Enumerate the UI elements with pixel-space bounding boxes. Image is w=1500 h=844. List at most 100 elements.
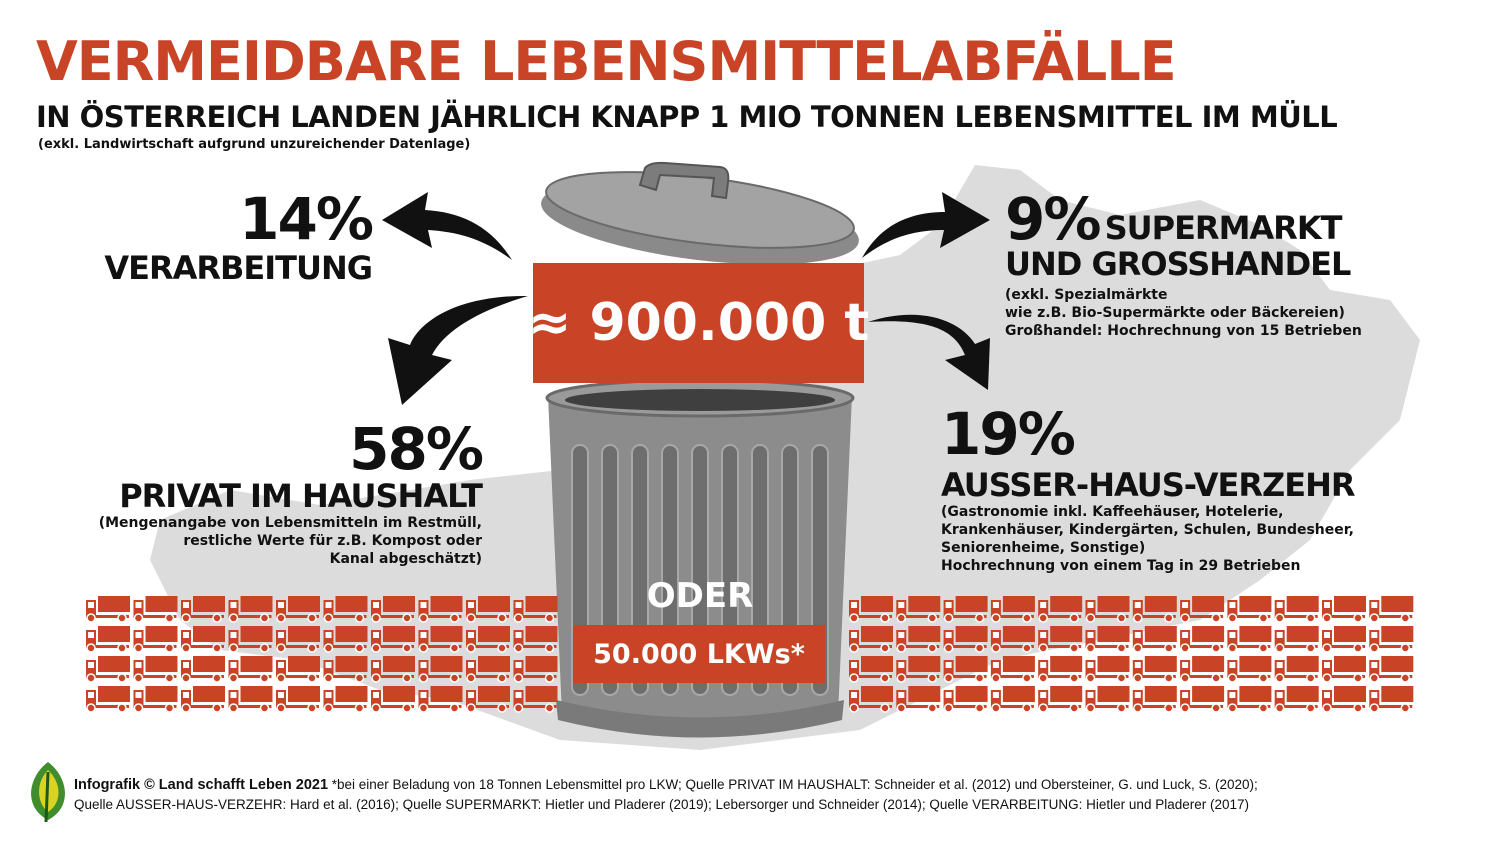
truck-icon <box>1274 656 1319 683</box>
truck-icon <box>990 626 1035 653</box>
truck-icon <box>1038 686 1083 713</box>
truck-icon <box>1085 656 1130 683</box>
truck-icon <box>896 686 941 713</box>
truck-icon <box>1322 686 1366 713</box>
segment-ausser-haus: 19% AUSSER-HAUS-VERZEHR (Gastronomie ink… <box>941 405 1355 575</box>
page-title: VERMEIDBARE LEBENSMITTELABFÄLLE <box>36 30 1177 93</box>
footer-brand: Infografik © Land schafft Leben 2021 <box>74 777 329 793</box>
total-amount: ≈ 900.000 t <box>528 263 869 383</box>
truck-icon <box>323 626 368 653</box>
truck-icon <box>86 686 130 713</box>
note: restliche Werte für z.B. Kompost oder <box>183 533 482 549</box>
truck-icon <box>133 596 178 623</box>
subtitle-note: (exkl. Landwirtschaft aufgrund unzureich… <box>38 137 471 152</box>
truck-icon <box>1180 596 1225 623</box>
truck-icon <box>1227 656 1272 683</box>
truck-icon <box>1038 656 1083 683</box>
truck-icon <box>1274 626 1319 653</box>
truck-icon <box>943 596 988 623</box>
truck-icon <box>943 626 988 653</box>
truck-icon <box>466 686 510 713</box>
truck-icon <box>228 596 273 623</box>
note: Großhandel: Hochrechnung von 15 Betriebe… <box>1005 323 1362 339</box>
truck-icon <box>276 656 320 683</box>
truck-icon <box>513 686 558 713</box>
truck-icon <box>1132 626 1177 653</box>
truck-icon <box>418 596 463 623</box>
truck-icon <box>1227 686 1272 713</box>
truck-icon <box>513 656 558 683</box>
truck-icon <box>276 626 320 653</box>
truck-icon <box>990 656 1035 683</box>
truck-icon <box>181 686 225 713</box>
truck-icon <box>990 596 1035 623</box>
truck-icon <box>1085 626 1130 653</box>
footer-line-2: Quelle AUSSER-HAUS-VERZEHR: Hard et al. … <box>74 797 1250 812</box>
truck-icon <box>1274 596 1319 623</box>
percent: 9% <box>1005 185 1101 253</box>
oder-label: ODER <box>646 576 754 616</box>
truck-grid <box>86 596 1414 713</box>
truck-icon <box>86 656 130 683</box>
truck-icon <box>1038 626 1083 653</box>
truck-icon <box>513 626 558 653</box>
truck-icon <box>943 656 988 683</box>
truck-icon <box>1274 686 1319 713</box>
arrow-verarbeitung <box>382 192 512 260</box>
truck-icon <box>371 626 415 653</box>
truck-icon <box>1227 626 1272 653</box>
truck-icon <box>86 626 130 653</box>
truck-icon <box>228 656 273 683</box>
truck-icon <box>849 626 893 653</box>
truck-icon <box>466 656 510 683</box>
truck-icon <box>849 596 893 623</box>
label: AUSSER-HAUS-VERZEHR <box>941 466 1355 504</box>
segment-verarbeitung: 14% VERARBEITUNG <box>104 185 374 287</box>
arrow-ausser-haus <box>868 314 990 390</box>
footer: Infografik © Land schafft Leben 2021 *be… <box>74 775 1258 814</box>
note: (Gastronomie inkl. Kaffeehäuser, Hoteler… <box>941 504 1284 520</box>
footer-line-1: *bei einer Beladung von 18 Tonnen Lebens… <box>328 777 1258 792</box>
truck-icon <box>1180 626 1225 653</box>
truck-icon <box>1085 686 1130 713</box>
leaf-logo <box>31 762 65 823</box>
arrow-haushalt <box>388 295 528 405</box>
note: wie z.B. Bio-Supermärkte oder Bäckereien… <box>1005 305 1345 321</box>
truck-icon <box>896 596 941 623</box>
arrow-supermarkt <box>862 192 990 258</box>
truck-icon <box>849 686 893 713</box>
truck-icon <box>1369 596 1414 623</box>
truck-icon <box>133 656 178 683</box>
label: VERARBEITUNG <box>104 249 373 287</box>
note: (Mengenangabe von Lebensmitteln im Restm… <box>98 515 482 531</box>
note: Hochrechnung von einem Tag in 29 Betrieb… <box>941 558 1301 574</box>
note: Seniorenheime, Sonstige) <box>941 540 1146 556</box>
truck-icon <box>1132 686 1177 713</box>
truck-icon <box>323 596 368 623</box>
truck-icon <box>1369 626 1414 653</box>
label: PRIVAT IM HAUSHALT <box>119 477 483 515</box>
truck-icon <box>418 686 463 713</box>
truck-icon <box>1227 596 1272 623</box>
truck-icon <box>228 626 273 653</box>
truck-icon <box>181 596 225 623</box>
truck-icon <box>1038 596 1083 623</box>
truck-icon <box>371 596 415 623</box>
truck-icon <box>181 656 225 683</box>
segment-supermarkt: 9% SUPERMARKT UND GROSSHANDEL (exkl. Spe… <box>1005 190 1362 340</box>
truck-icon <box>418 656 463 683</box>
segment-haushalt: 58% PRIVAT IM HAUSHALT (Mengenangabe von… <box>98 420 484 568</box>
truck-icon <box>990 686 1035 713</box>
truck-icon <box>943 686 988 713</box>
truck-icon <box>466 596 510 623</box>
note: Krankenhäuser, Kindergärten, Schulen, Bu… <box>941 522 1354 538</box>
label: SUPERMARKT <box>1104 209 1343 247</box>
note: Kanal abgeschätzt) <box>329 551 482 567</box>
truck-icon <box>849 656 893 683</box>
label-2: UND GROSSHANDEL <box>1005 245 1351 283</box>
percent: 14% <box>239 185 374 253</box>
truck-icon <box>1369 686 1414 713</box>
truck-icon <box>1132 596 1177 623</box>
percent: 19% <box>941 400 1076 468</box>
truck-icon <box>133 626 178 653</box>
